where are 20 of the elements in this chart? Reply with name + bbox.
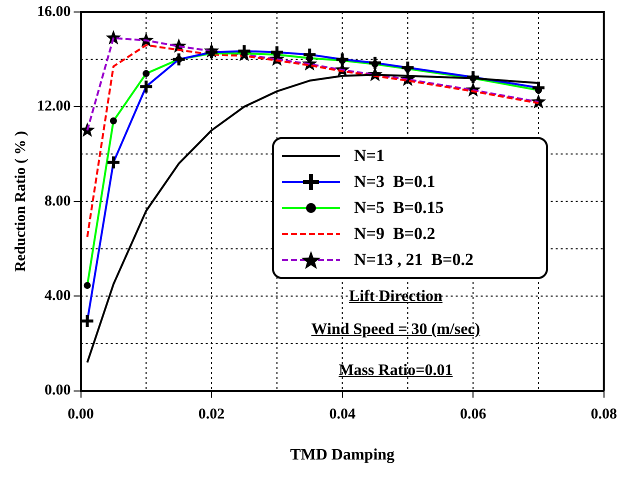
x-tick-label: 0.02 [198,406,225,423]
legend-label: N=13 , 21 B=0.2 [354,250,474,270]
x-tick-label: 0.00 [68,406,94,423]
legend-label: N=9 B=0.2 [354,224,436,244]
legend-label: N=1 [354,146,384,166]
annotation: Lift Direction [348,288,442,306]
annotation: Wind Speed = 30 (m/sec) [311,321,480,339]
y-tick-label: 0.00 [44,382,71,399]
x-tick-label: 0.08 [590,406,617,423]
x-axis-title: TMD Damping [290,446,395,464]
y-tick-label: 4.00 [44,288,71,304]
annotation: Mass Ratio=0.01 [338,362,453,380]
y-tick-label: 16.00 [37,4,71,20]
y-tick-label: 8.00 [44,193,71,210]
y-tick-label: 12.00 [37,98,71,115]
x-tick-label: 0.04 [329,406,356,423]
legend-label: N=5 B=0.15 [354,198,444,218]
x-tick-label: 0.06 [460,406,487,423]
legend-label: N=3 B=0.1 [354,172,436,192]
y-axis-title: Reduction Ratio ( % ) [12,130,29,272]
